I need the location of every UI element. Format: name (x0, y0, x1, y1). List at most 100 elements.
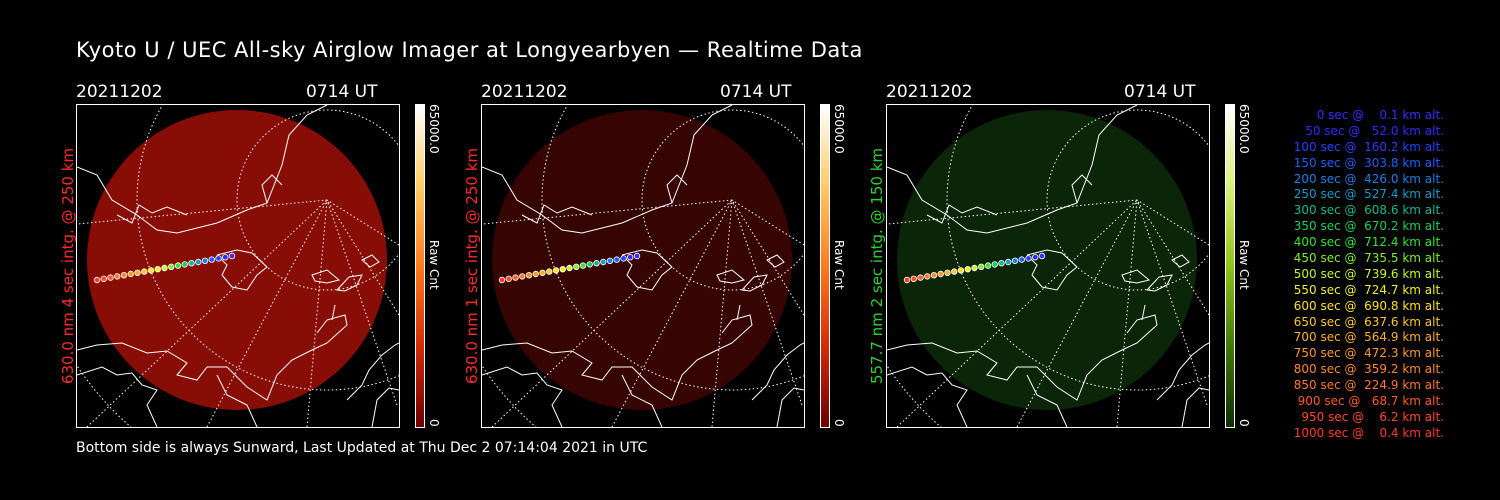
legend-row: 550 sec @ 724.7 km alt. (1293, 282, 1444, 297)
panel-1-date: 20211202 (76, 82, 163, 102)
trajectory-point (188, 259, 195, 267)
panel-1-time: 0714 UT (306, 82, 378, 102)
airglow-disk (492, 110, 792, 410)
coastline (482, 105, 804, 427)
trajectory-point (114, 273, 121, 280)
panel-2-colorbar-min: 0 (832, 419, 846, 427)
trajectory-point (127, 270, 134, 278)
legend-row: 50 sec @ 52.0 km alt. (1305, 123, 1444, 138)
panel-1-image (76, 104, 400, 428)
panel-3-image (886, 104, 1210, 428)
trajectory-point (606, 257, 614, 264)
footer-note: Bottom side is always Sunward, Last Upda… (76, 440, 648, 456)
panel-3-side-label: 557.7 nm 2 sec intg. @ 150 km (868, 147, 886, 385)
trajectory (498, 252, 641, 284)
legend-row: 700 sec @ 564.9 km alt. (1293, 330, 1444, 345)
panel-2-colorbar-max: 65000.0 (832, 104, 846, 154)
legend-row: 100 sec @ 160.2 km alt. (1293, 139, 1444, 154)
trajectory-point (532, 270, 539, 278)
trajectory-point (154, 265, 161, 273)
panel-2-time: 0714 UT (720, 82, 792, 102)
trajectory-point (613, 256, 620, 263)
trajectory-point (559, 265, 566, 273)
panel-2-date: 20211202 (481, 82, 568, 102)
trajectory-point (924, 273, 931, 280)
panel-2-colorbar (820, 104, 830, 428)
trajectory-point (937, 270, 944, 278)
trajectory-point (903, 276, 911, 284)
trajectory-legend: 0 sec @ 0.1 km alt. 50 sec @ 52.0 km alt.… (1262, 108, 1444, 442)
trajectory-point (1005, 258, 1012, 266)
trajectory-point (1038, 252, 1046, 260)
trajectory-point (195, 258, 202, 266)
trajectory-point (505, 275, 512, 282)
trajectory-point (1018, 256, 1025, 263)
panel-3-time: 0714 UT (1124, 82, 1196, 102)
trajectory-point (627, 253, 634, 261)
trajectory-point (633, 252, 641, 260)
panel-3-date: 20211202 (886, 82, 973, 102)
legend-row: 900 sec @ 68.7 km alt. (1297, 394, 1444, 409)
trajectory-point (546, 268, 553, 275)
legend-row: 950 sec @ 6.2 km alt. (1301, 409, 1444, 424)
panel-1-colorbar (415, 104, 425, 428)
airglow-disk (87, 110, 387, 410)
panel-3-colorbar (1225, 104, 1235, 428)
trajectory-point (1011, 257, 1019, 264)
trajectory-point (964, 265, 971, 273)
trajectory-point (620, 255, 627, 262)
panel-3-colorbar-max: 65000.0 (1237, 104, 1251, 154)
legend-row: 450 sec @ 735.5 km alt. (1293, 251, 1444, 266)
panel-2-colorbar-unit: Raw Cnt (832, 240, 846, 290)
panel-1-colorbar-unit: Raw Cnt (427, 240, 441, 290)
graticule (887, 105, 1209, 427)
trajectory-point (586, 261, 593, 268)
page-title: Kyoto U / UEC All-sky Airglow Imager at … (76, 38, 863, 62)
trajectory-point (971, 264, 978, 272)
coastline (77, 105, 399, 427)
legend-row: 850 sec @ 224.9 km alt. (1293, 378, 1444, 393)
trajectory-point (998, 259, 1005, 267)
trajectory-point (168, 263, 175, 270)
trajectory-point (107, 274, 114, 281)
trajectory-point (120, 271, 128, 279)
legend-row: 800 sec @ 359.2 km alt. (1293, 362, 1444, 377)
trajectory-point (566, 264, 573, 272)
trajectory-point (519, 273, 526, 280)
trajectory-point (910, 275, 917, 282)
trajectory-point (552, 267, 560, 274)
trajectory-point (201, 257, 209, 264)
panel-2-image (481, 104, 805, 428)
sky-map (77, 105, 399, 427)
panel-1-colorbar-min: 0 (427, 419, 441, 427)
trajectory-point (593, 259, 600, 267)
trajectory (93, 252, 236, 284)
trajectory-point (1032, 253, 1039, 261)
trajectory-point (100, 275, 107, 282)
trajectory-point (957, 267, 965, 274)
trajectory-point (978, 263, 985, 270)
trajectory-point (930, 271, 938, 279)
sky-map (887, 105, 1209, 427)
legend-row: 350 sec @ 670.2 km alt. (1293, 219, 1444, 234)
legend-row: 300 sec @ 608.6 km alt. (1293, 203, 1444, 218)
trajectory-point (579, 262, 587, 269)
graticule (482, 105, 804, 427)
legend-row: 200 sec @ 426.0 km alt. (1293, 171, 1444, 186)
trajectory-point (181, 261, 188, 268)
airglow-disk (897, 110, 1197, 410)
trajectory-point (134, 269, 141, 276)
legend-row: 650 sec @ 637.6 km alt. (1293, 314, 1444, 329)
panel-3-colorbar-min: 0 (1237, 419, 1251, 427)
trajectory-point (215, 255, 222, 262)
sky-map (482, 105, 804, 427)
legend-row: 500 sec @ 739.6 km alt. (1293, 266, 1444, 281)
trajectory-point (984, 262, 992, 269)
panel-2-side-label: 630.0 nm 1 sec intg. @ 250 km (463, 147, 481, 385)
legend-row: 150 sec @ 303.8 km alt. (1293, 155, 1444, 170)
trajectory-point (991, 261, 998, 268)
trajectory-point (174, 262, 182, 269)
trajectory-point (917, 274, 924, 281)
trajectory-point (1025, 255, 1032, 262)
trajectory-point (141, 268, 148, 275)
